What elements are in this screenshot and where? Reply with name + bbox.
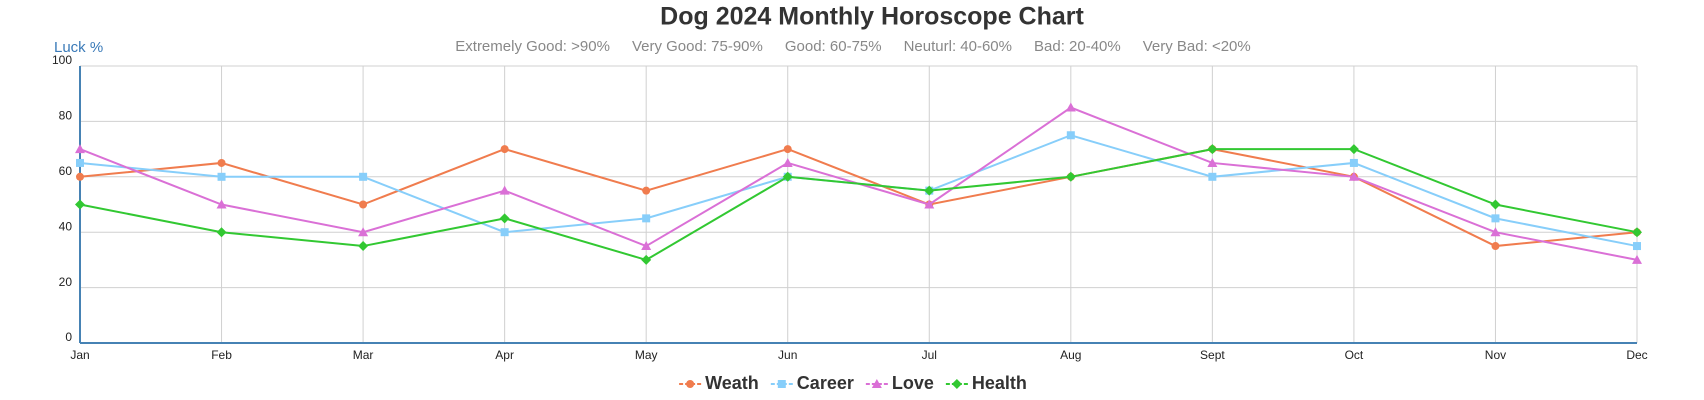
point: [1632, 227, 1642, 238]
point: [76, 172, 84, 181]
y-tick-label: 40: [59, 219, 73, 233]
point: [1207, 157, 1218, 167]
y-tick-label: 60: [59, 164, 73, 178]
point: [1208, 172, 1217, 181]
x-tick-label: Jan: [70, 348, 89, 362]
x-tick-label: Nov: [1485, 348, 1506, 362]
x-tick-label: Jul: [922, 348, 937, 362]
subtitle-item: Very Bad: <20%: [1143, 38, 1251, 55]
x-tick-label: Apr: [495, 348, 514, 362]
legend-label: Health: [972, 373, 1027, 393]
x-tick-label: Feb: [211, 348, 232, 362]
point: [217, 172, 226, 181]
subtitle-item: Extremely Good: >90%: [455, 38, 610, 55]
point: [1632, 254, 1642, 264]
point: [924, 199, 935, 209]
point: [1349, 158, 1358, 167]
point: [499, 213, 510, 224]
point: [1490, 199, 1501, 210]
point: [951, 379, 962, 389]
point: [217, 158, 226, 167]
series-line: [79, 148, 1638, 248]
chart-title: Dog 2024 Monthly Horoscope Chart: [660, 3, 1084, 31]
point: [216, 227, 227, 238]
point: [359, 200, 368, 209]
point: [782, 171, 793, 182]
point: [642, 186, 651, 195]
x-tick-label: Aug: [1060, 348, 1081, 362]
x-tick-label: Sept: [1200, 348, 1225, 362]
subtitle-item: Bad: 20-40%: [1034, 38, 1121, 55]
point: [1065, 171, 1076, 182]
point: [1491, 214, 1500, 223]
y-tick-label: 100: [52, 53, 72, 67]
point: [1207, 144, 1218, 155]
x-tick-label: Oct: [1345, 348, 1364, 362]
series-line: [79, 148, 1638, 261]
legend-label: Career: [797, 373, 854, 393]
y-axis-label: Luck %: [54, 39, 103, 56]
point: [641, 241, 652, 251]
x-tick-label: Jun: [778, 348, 797, 362]
point: [358, 227, 369, 237]
point: [642, 214, 651, 223]
legend-label: Love: [892, 373, 934, 393]
point: [777, 380, 786, 388]
subtitle-item: Very Good: 75-90%: [632, 38, 763, 55]
y-tick-label: 20: [59, 275, 73, 289]
point: [500, 228, 509, 237]
x-tick-label: Mar: [353, 348, 374, 362]
point: [500, 145, 509, 154]
point: [359, 172, 368, 181]
point: [76, 158, 84, 167]
point: [1490, 227, 1501, 237]
point: [1348, 144, 1359, 155]
point: [75, 199, 85, 210]
legend-item: Weath: [679, 373, 759, 393]
point: [924, 185, 935, 196]
point: [1066, 131, 1075, 140]
legend-item: Health: [945, 373, 1027, 393]
x-tick-label: Dec: [1626, 348, 1647, 362]
point: [1633, 242, 1641, 251]
point: [783, 145, 792, 154]
x-tick-label: May: [635, 348, 658, 362]
point: [871, 379, 882, 388]
legend-item: Love: [865, 373, 934, 393]
y-tick-label: 80: [59, 109, 73, 123]
subtitle-item: Good: 60-75%: [785, 38, 882, 55]
subtitle-item: Neuturl: 40-60%: [904, 38, 1012, 55]
point: [782, 157, 793, 167]
point: [216, 199, 227, 209]
point: [499, 185, 510, 195]
point: [75, 144, 85, 154]
y-tick-label: 0: [65, 330, 72, 344]
point: [1348, 171, 1359, 181]
legend-item: Career: [770, 373, 854, 393]
point: [1491, 242, 1500, 251]
legend-label: Weath: [705, 373, 759, 393]
point: [358, 241, 369, 252]
point: [641, 254, 652, 265]
point: [686, 380, 695, 388]
point: [1065, 102, 1076, 112]
